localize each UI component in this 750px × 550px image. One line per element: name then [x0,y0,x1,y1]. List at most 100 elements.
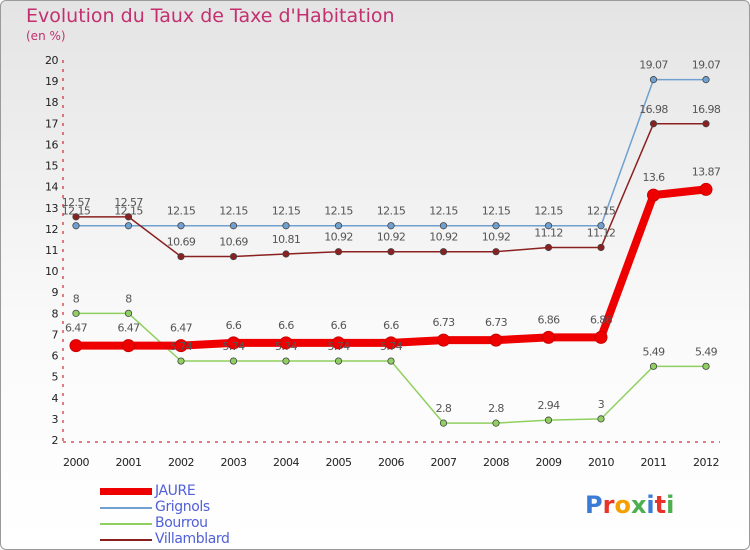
data-label-villamblard: 16.98 [639,103,668,116]
y-tick-label: 14 [45,181,58,194]
data-label-bourrou: 2.94 [537,399,560,412]
y-tick-label: 12 [45,223,58,236]
data-label-jaure: 6.86 [537,313,560,326]
data-point-jaure [489,333,503,347]
data-point-bourrou [229,357,238,365]
data-point-bourrou [492,419,500,427]
x-tick-label: 2002 [168,456,194,469]
data-point-bourrou [334,357,343,365]
data-label-jaure: 6.47 [117,322,140,335]
data-label-villamblard: 11.12 [587,226,616,239]
legend-label-grignols: Grignols [155,499,210,515]
data-label-villamblard: 10.92 [324,231,353,244]
data-label-grignols: 12.15 [429,205,458,218]
data-label-bourrou: 5.74 [222,340,245,353]
data-label-grignols: 12.15 [114,205,143,218]
data-point-jaure [332,336,345,350]
y-tick-label: 19 [45,75,58,88]
chart-title: Evolution du Taux de Taxe d'Habitation [26,5,395,27]
data-label-villamblard: 10.92 [377,231,406,244]
y-tick-label: 20 [45,54,58,67]
data-label-jaure: 6.6 [383,319,399,332]
x-tick-label: 2008 [483,456,509,469]
legend-swatch-grignols [100,507,152,509]
data-point-villamblard [492,248,500,256]
data-label-bourrou: 5.74 [170,340,193,353]
proxiti-logo: Proxiti [585,491,675,519]
data-point-grignols [124,222,133,230]
data-label-grignols: 12.15 [219,205,248,218]
data-point-jaure [699,182,713,196]
data-point-grignols [282,222,290,230]
data-point-bourrou [702,362,710,370]
y-tick-label: 7 [52,328,59,341]
data-label-grignols: 12.15 [587,205,616,218]
data-label-jaure: 6.86 [590,313,613,326]
data-label-grignols: 12.15 [167,205,196,218]
data-point-bourrou [544,416,553,424]
x-tick-label: 2005 [326,456,352,469]
data-label-jaure: 6.73 [432,316,455,329]
data-label-grignols: 12.15 [534,205,563,218]
y-tick-label: 3 [52,413,59,426]
data-point-grignols [387,222,395,230]
y-tick-label: 10 [45,265,58,278]
data-label-villamblard: 12.57 [114,196,143,209]
x-tick-label: 2007 [431,456,457,469]
data-point-bourrou [387,357,395,365]
data-point-grignols [649,76,658,84]
legend-label-bourrou: Bourrou [155,515,208,531]
y-tick-label: 11 [45,244,58,257]
data-point-bourrou [597,415,605,423]
data-label-jaure: 6.6 [226,319,242,332]
data-label-villamblard: 12.57 [62,196,91,209]
data-point-villamblard [597,243,605,252]
data-label-villamblard: 11.12 [534,226,563,239]
y-tick-label: 17 [45,117,58,130]
data-point-grignols [72,222,80,230]
data-point-villamblard [649,120,658,128]
data-label-grignols: 19.07 [639,59,668,72]
data-point-villamblard [334,248,343,256]
data-point-bourrou [124,309,133,317]
data-point-jaure [542,330,555,344]
data-label-grignols: 12.15 [377,205,406,218]
data-label-bourrou: 5.49 [642,345,665,358]
data-label-villamblard: 10.69 [167,236,196,249]
data-point-villamblard [702,120,710,128]
data-label-villamblard: 16.98 [692,103,721,116]
y-tick-label: 16 [45,138,58,151]
x-tick-label: 2006 [378,456,404,469]
data-point-bourrou [649,362,658,370]
data-point-bourrou [282,357,290,365]
data-label-jaure: 6.6 [278,319,294,332]
data-label-villamblard: 10.92 [429,231,458,244]
data-point-grignols [492,222,500,230]
chart-unit: (en %) [26,29,66,43]
x-tick-label: 2000 [63,456,89,469]
legend: JAURE Grignols Bourrou Villamblard [100,483,300,548]
data-point-jaure [122,339,135,353]
data-point-grignols [177,222,185,230]
data-point-villamblard [72,213,80,221]
data-label-grignols: 12.15 [324,205,353,218]
data-label-grignols: 12.15 [482,205,511,218]
y-tick-label: 2 [52,434,59,447]
legend-item-villamblard: Villamblard [100,531,300,548]
legend-swatch-bourrou [100,523,152,525]
data-point-jaure [279,336,293,350]
data-point-villamblard [387,248,395,256]
legend-item-bourrou: Bourrou [100,515,300,532]
data-label-jaure: 6.47 [65,322,88,335]
data-point-jaure [647,188,660,202]
y-tick-label: 13 [45,202,58,215]
legend-swatch-jaure [100,488,152,495]
data-label-bourrou: 5.49 [695,345,718,358]
data-point-grignols [334,222,343,230]
data-label-grignols: 12.15 [272,205,301,218]
data-point-jaure [69,339,83,353]
data-label-bourrou: 5.74 [275,340,298,353]
data-point-villamblard [177,252,185,261]
data-label-bourrou: 5.74 [327,340,350,353]
